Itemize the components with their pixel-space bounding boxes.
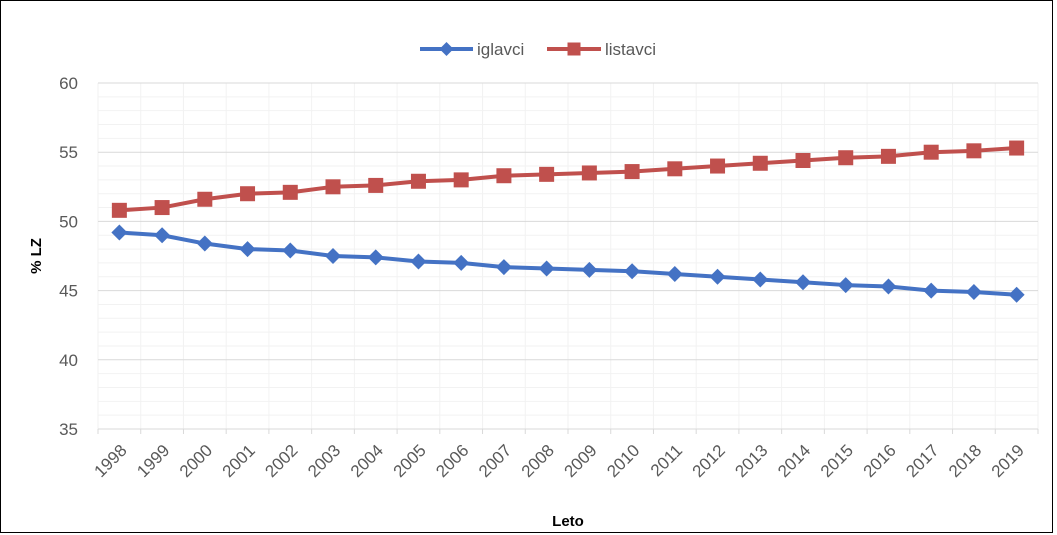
data-point-iglavci: [154, 227, 171, 244]
x-tick-label: 2012: [689, 441, 729, 481]
series-iglavci: [111, 224, 1025, 303]
axes: 35 40 45 50 55 60 1998 1999 2000 2001 2002 2003 2004…: [59, 74, 1039, 481]
data-point-iglavci: [239, 241, 256, 258]
x-tick-label: 2015: [817, 441, 857, 481]
data-point-listavci: [197, 191, 213, 207]
data-point-iglavci: [752, 271, 769, 288]
legend-label: iglavci: [477, 40, 524, 59]
y-axis-title: % LZ: [28, 238, 45, 274]
data-point-iglavci: [495, 259, 512, 276]
legend-marker: [439, 42, 454, 56]
data-point-iglavci: [325, 248, 341, 264]
x-tick-label: 2010: [603, 441, 643, 481]
y-tick-label: 50: [59, 212, 78, 231]
data-point-iglavci: [666, 265, 683, 282]
x-tick-label: 2005: [390, 441, 430, 481]
x-axis-title: Leto: [552, 513, 584, 530]
x-tick-label: 2017: [902, 441, 942, 481]
legend-entry-listavci: listavci: [547, 40, 656, 59]
x-tick-label: 1999: [133, 441, 173, 481]
legend-marker: [567, 42, 581, 56]
data-point-iglavci: [837, 277, 854, 294]
x-tick-label: 2018: [945, 441, 985, 481]
data-point-listavci: [880, 148, 896, 164]
series-line-iglavci: [119, 230, 1017, 297]
data-point-iglavci: [624, 263, 641, 280]
x-tick-label: 2004: [347, 441, 387, 481]
y-tick-label: 60: [59, 74, 78, 93]
data-point-listavci: [624, 164, 640, 180]
series: [111, 140, 1025, 303]
data-point-iglavci: [709, 268, 726, 285]
y-tick-label: 55: [59, 143, 78, 162]
data-point-listavci: [752, 155, 768, 171]
data-point-listavci: [154, 200, 170, 216]
data-point-iglavci: [538, 260, 555, 277]
data-point-listavci: [581, 165, 597, 181]
data-point-iglavci: [581, 261, 598, 278]
data-point-listavci: [923, 144, 939, 160]
legend-entry-iglavci: iglavci: [420, 40, 524, 59]
data-point-iglavci: [111, 224, 128, 241]
data-point-listavci: [710, 158, 726, 174]
x-tick-label: 2001: [219, 441, 259, 481]
data-point-iglavci: [1008, 286, 1025, 303]
x-tick-label: 2006: [432, 441, 472, 481]
series-line-listavci: [119, 146, 1017, 213]
data-point-listavci: [795, 153, 811, 169]
data-point-iglavci: [367, 249, 384, 266]
x-tick-label: 2008: [518, 441, 558, 481]
data-point-listavci: [1009, 140, 1025, 156]
x-tick-label: 2002: [261, 441, 301, 481]
x-tick-label: 1998: [90, 441, 130, 481]
series-listavci: [111, 140, 1025, 218]
data-point-listavci: [368, 177, 384, 193]
x-tick-label: 2003: [304, 441, 344, 481]
x-tick-label: 2019: [988, 441, 1028, 481]
data-point-iglavci: [282, 242, 299, 259]
data-point-listavci: [966, 143, 982, 159]
legend-label: listavci: [605, 40, 656, 59]
data-point-listavci: [539, 166, 555, 182]
x-tick-label: 2014: [774, 441, 814, 481]
data-point-listavci: [410, 173, 426, 189]
data-point-listavci: [325, 179, 341, 195]
data-point-listavci: [453, 172, 469, 188]
data-point-listavci: [667, 161, 683, 177]
data-point-iglavci: [410, 253, 427, 270]
data-point-iglavci: [196, 235, 213, 252]
data-point-iglavci: [965, 283, 982, 300]
x-tick-label: 2007: [475, 441, 515, 481]
legend: iglavci listavci: [420, 40, 656, 59]
data-point-listavci: [496, 168, 512, 184]
y-tick-label: 40: [59, 351, 78, 370]
data-point-listavci: [838, 150, 854, 166]
data-point-listavci: [111, 202, 127, 218]
gridlines: [97, 82, 1039, 430]
x-tick-label: 2013: [731, 441, 771, 481]
y-tick-label: 45: [59, 282, 78, 301]
y-tick-label: 35: [59, 420, 78, 439]
data-point-iglavci: [880, 278, 897, 295]
data-point-iglavci: [453, 254, 470, 271]
x-tick-label: 2011: [647, 441, 686, 480]
data-point-listavci: [240, 186, 256, 202]
x-tick-label: 2000: [176, 441, 216, 481]
data-point-iglavci: [923, 282, 940, 299]
data-point-listavci: [282, 184, 298, 200]
x-tick-label: 2016: [860, 441, 900, 481]
data-point-iglavci: [795, 274, 811, 291]
x-tick-label: 2009: [560, 441, 600, 481]
